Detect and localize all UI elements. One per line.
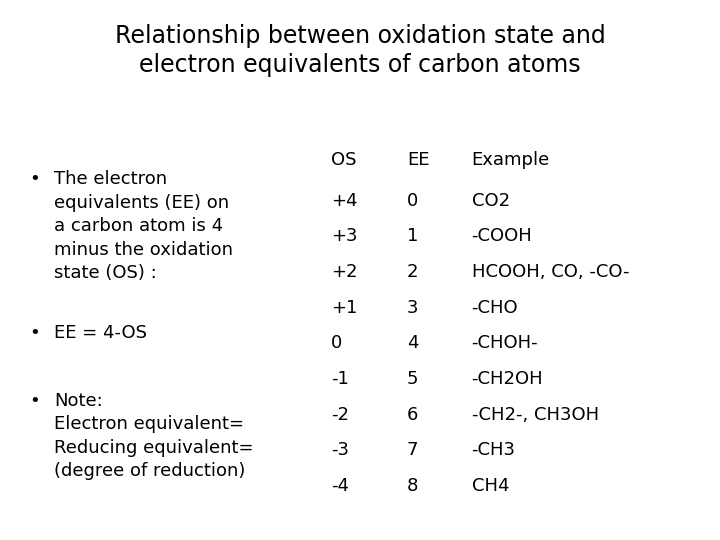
Text: Note:
Electron equivalent=
Reducing equivalent=
(degree of reduction): Note: Electron equivalent= Reducing equi… (54, 392, 253, 480)
Text: -4: -4 (331, 477, 349, 495)
Text: EE: EE (407, 151, 429, 169)
Text: 0: 0 (331, 334, 343, 352)
Text: +4: +4 (331, 192, 358, 210)
Text: 2: 2 (407, 263, 418, 281)
Text: +2: +2 (331, 263, 358, 281)
Text: 7: 7 (407, 441, 418, 459)
Text: The electron
equivalents (EE) on
a carbon atom is 4
minus the oxidation
state (O: The electron equivalents (EE) on a carbo… (54, 170, 233, 282)
Text: -CH2OH: -CH2OH (472, 370, 543, 388)
Text: -CHOH-: -CHOH- (472, 334, 539, 352)
Text: -3: -3 (331, 441, 349, 459)
Text: 0: 0 (407, 192, 418, 210)
Text: 6: 6 (407, 406, 418, 423)
Text: 8: 8 (407, 477, 418, 495)
Text: OS: OS (331, 151, 356, 169)
Text: CO2: CO2 (472, 192, 510, 210)
Text: 5: 5 (407, 370, 418, 388)
Text: •: • (29, 392, 40, 409)
Text: -CHO: -CHO (472, 299, 518, 316)
Text: Example: Example (472, 151, 550, 169)
Text: HCOOH, CO, -CO-: HCOOH, CO, -CO- (472, 263, 629, 281)
Text: -CH3: -CH3 (472, 441, 516, 459)
Text: •: • (29, 324, 40, 342)
Text: -2: -2 (331, 406, 349, 423)
Text: Relationship between oxidation state and
electron equivalents of carbon atoms: Relationship between oxidation state and… (114, 24, 606, 77)
Text: •: • (29, 170, 40, 188)
Text: +1: +1 (331, 299, 358, 316)
Text: 4: 4 (407, 334, 418, 352)
Text: -1: -1 (331, 370, 349, 388)
Text: 1: 1 (407, 227, 418, 245)
Text: EE = 4-OS: EE = 4-OS (54, 324, 147, 342)
Text: CH4: CH4 (472, 477, 509, 495)
Text: -CH2-, CH3OH: -CH2-, CH3OH (472, 406, 599, 423)
Text: +3: +3 (331, 227, 358, 245)
Text: 3: 3 (407, 299, 418, 316)
Text: -COOH: -COOH (472, 227, 532, 245)
